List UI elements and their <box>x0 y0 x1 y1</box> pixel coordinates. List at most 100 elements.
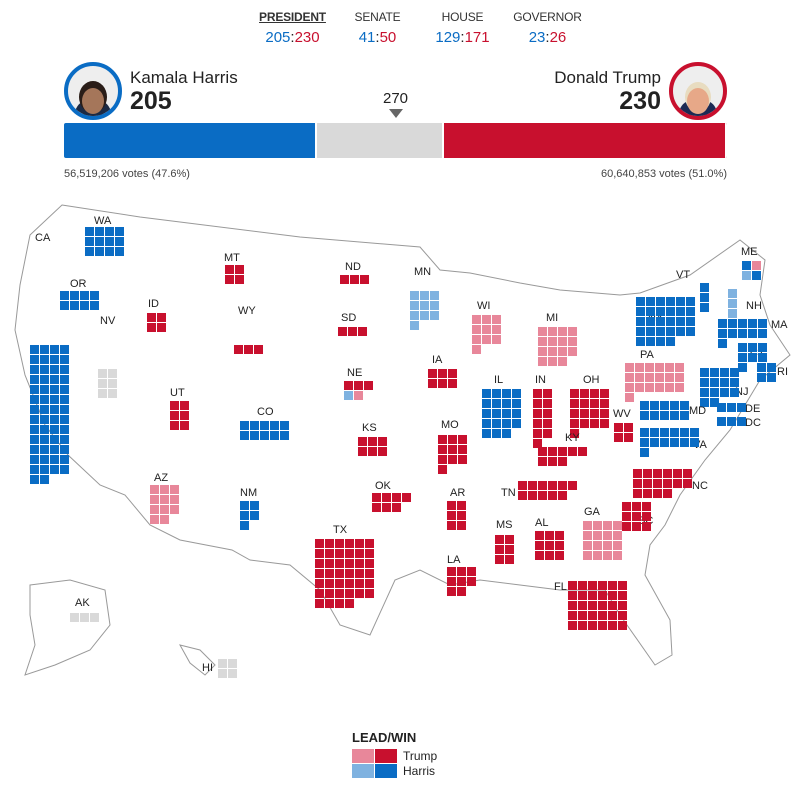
ev-tile-ca[interactable] <box>50 425 59 434</box>
ev-tile-al[interactable] <box>545 551 554 560</box>
ev-tile-wa[interactable] <box>115 247 124 256</box>
ev-tile-nv[interactable] <box>108 379 117 388</box>
state-label-az[interactable]: AZ <box>154 472 169 484</box>
ev-tile-ca[interactable] <box>40 355 49 364</box>
ev-tile-ca[interactable] <box>60 355 69 364</box>
ev-tile-il[interactable] <box>482 399 491 408</box>
ev-tile-ut[interactable] <box>170 421 179 430</box>
ev-tile-mt[interactable] <box>225 265 234 274</box>
ev-tile-oh[interactable] <box>590 419 599 428</box>
ev-tile-va[interactable] <box>670 428 679 437</box>
ev-tile-ny[interactable] <box>676 297 685 306</box>
ev-tile-or[interactable] <box>80 291 89 300</box>
ev-tile-pa[interactable] <box>625 393 634 402</box>
ev-tile-mo[interactable] <box>458 445 467 454</box>
ev-tile-ny[interactable] <box>676 327 685 336</box>
ev-tile-nv[interactable] <box>108 389 117 398</box>
ev-tile-mt[interactable] <box>235 265 244 274</box>
ev-tile-va[interactable] <box>640 428 649 437</box>
ev-tile-ca[interactable] <box>50 405 59 414</box>
ev-tile-pa[interactable] <box>635 373 644 382</box>
ev-tile-az[interactable] <box>170 495 179 504</box>
ev-tile-nc[interactable] <box>653 469 662 478</box>
ev-tile-mi[interactable] <box>538 337 547 346</box>
ev-tile-wi[interactable] <box>472 315 481 324</box>
ev-tile-ri[interactable] <box>757 373 766 382</box>
ev-tile-nj[interactable] <box>730 368 739 377</box>
ev-tile-wi[interactable] <box>472 335 481 344</box>
ev-tile-mi[interactable] <box>538 347 547 356</box>
ev-tile-ca[interactable] <box>30 435 39 444</box>
ev-tile-ok[interactable] <box>392 493 401 502</box>
ev-tile-ny[interactable] <box>686 327 695 336</box>
ev-tile-fl[interactable] <box>578 601 587 610</box>
ev-tile-fl[interactable] <box>578 621 587 630</box>
ev-tile-ri[interactable] <box>767 373 776 382</box>
state-label-me[interactable]: ME <box>741 246 758 258</box>
ev-tile-sd[interactable] <box>338 327 347 336</box>
ev-tile-oh[interactable] <box>570 409 579 418</box>
ev-tile-pa[interactable] <box>625 373 634 382</box>
ev-tile-fl[interactable] <box>608 621 617 630</box>
ev-tile-or[interactable] <box>60 301 69 310</box>
ev-tile-ct[interactable] <box>738 353 747 362</box>
tab-house[interactable]: HOUSE 129:171 <box>435 10 490 46</box>
ev-tile-ca[interactable] <box>30 405 39 414</box>
ev-tile-ca[interactable] <box>40 365 49 374</box>
ev-tile-tx[interactable] <box>345 549 354 558</box>
ev-tile-sc[interactable] <box>642 512 651 521</box>
ev-tile-ks[interactable] <box>378 437 387 446</box>
state-label-nd[interactable]: ND <box>345 261 361 273</box>
ev-tile-mi[interactable] <box>568 327 577 336</box>
ev-tile-sc[interactable] <box>632 522 641 531</box>
ev-tile-tx[interactable] <box>355 589 364 598</box>
ev-tile-fl[interactable] <box>598 601 607 610</box>
ev-tile-il[interactable] <box>482 389 491 398</box>
ev-tile-nc[interactable] <box>643 489 652 498</box>
ev-tile-fl[interactable] <box>618 581 627 590</box>
ev-tile-ar[interactable] <box>447 511 456 520</box>
state-label-il[interactable]: IL <box>494 374 504 386</box>
ev-tile-fl[interactable] <box>608 601 617 610</box>
ev-tile-va[interactable] <box>670 438 679 447</box>
ev-tile-nm[interactable] <box>240 511 249 520</box>
ev-tile-ca[interactable] <box>60 385 69 394</box>
ev-tile-tx[interactable] <box>365 579 374 588</box>
ev-tile-in[interactable] <box>543 389 552 398</box>
ev-tile-me[interactable] <box>752 261 761 270</box>
ev-tile-ca[interactable] <box>50 435 59 444</box>
ev-tile-oh[interactable] <box>580 399 589 408</box>
ev-tile-tx[interactable] <box>345 569 354 578</box>
ev-tile-oh[interactable] <box>600 399 609 408</box>
ev-tile-ca[interactable] <box>50 395 59 404</box>
ev-tile-fl[interactable] <box>588 581 597 590</box>
ev-tile-al[interactable] <box>555 531 564 540</box>
ev-tile-ga[interactable] <box>603 521 612 530</box>
state-label-mn[interactable]: MN <box>414 266 432 278</box>
ev-tile-az[interactable] <box>160 485 169 494</box>
ev-tile-wa[interactable] <box>95 227 104 236</box>
ev-tile-fl[interactable] <box>568 591 577 600</box>
ev-tile-mi[interactable] <box>558 347 567 356</box>
ev-tile-mn[interactable] <box>410 321 419 330</box>
ev-tile-oh[interactable] <box>570 429 579 438</box>
ev-tile-mi[interactable] <box>548 337 557 346</box>
ev-tile-wa[interactable] <box>85 237 94 246</box>
state-label-wv[interactable]: WV <box>613 408 631 420</box>
tab-senate[interactable]: SENATE 41:50 <box>354 10 401 46</box>
ev-tile-ca[interactable] <box>60 345 69 354</box>
ev-tile-pa[interactable] <box>625 363 634 372</box>
ev-tile-ca[interactable] <box>60 445 69 454</box>
ev-tile-tx[interactable] <box>335 559 344 568</box>
state-label-fl[interactable]: FL <box>554 581 567 593</box>
ev-tile-hi[interactable] <box>228 669 237 678</box>
ev-tile-tn[interactable] <box>518 481 527 490</box>
ev-tile-ky[interactable] <box>538 447 547 456</box>
ev-tile-ky[interactable] <box>558 457 567 466</box>
ev-tile-ny[interactable] <box>666 307 675 316</box>
ev-tile-ga[interactable] <box>603 551 612 560</box>
ev-tile-il[interactable] <box>492 419 501 428</box>
ev-tile-md[interactable] <box>650 401 659 410</box>
ev-tile-va[interactable] <box>660 438 669 447</box>
ev-tile-oh[interactable] <box>590 409 599 418</box>
